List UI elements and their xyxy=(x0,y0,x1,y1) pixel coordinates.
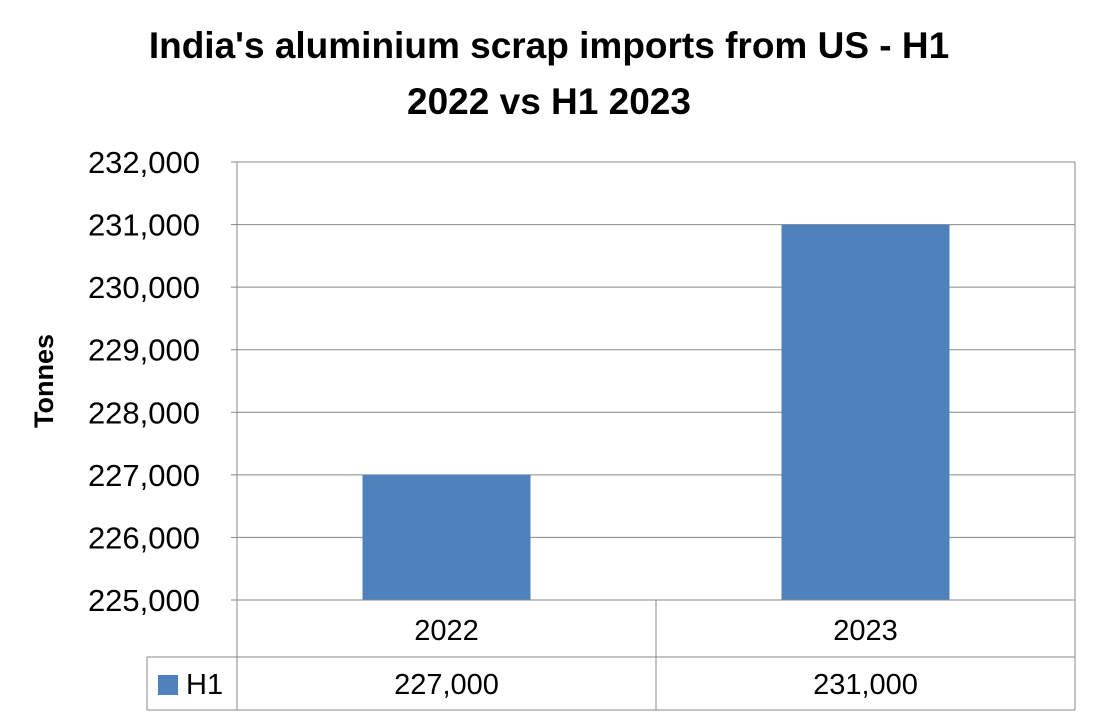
y-tick-label: 225,000 xyxy=(88,583,200,618)
data-table-value: 227,000 xyxy=(394,669,499,701)
y-tick-label: 227,000 xyxy=(88,458,200,493)
x-category-label: 2022 xyxy=(414,615,479,647)
y-axis-ticks: 225,000 226,000 227,000 228,000 229,000 230,0… xyxy=(88,145,200,618)
y-axis-title-group: Tonnes xyxy=(29,334,59,428)
chart-title: India's aluminium scrap imports from US … xyxy=(149,25,949,122)
chart-title-line: 2022 vs H1 2023 xyxy=(407,81,691,122)
bar-2023 xyxy=(781,224,950,601)
y-tick-label: 230,000 xyxy=(88,270,200,305)
bars xyxy=(362,224,950,601)
y-tick-label: 228,000 xyxy=(88,395,200,430)
y-tick-label: 231,000 xyxy=(88,208,200,243)
chart-title-line: India's aluminium scrap imports from US … xyxy=(149,25,949,66)
legend-series-name: H1 xyxy=(186,669,223,701)
y-axis-title: Tonnes xyxy=(29,334,59,428)
bar-2022 xyxy=(362,474,531,600)
data-table: 2022 2023 H1 227,000 231,000 xyxy=(146,599,1075,711)
y-tick-label: 232,000 xyxy=(88,145,200,180)
x-category-label: 2023 xyxy=(833,615,898,647)
y-tick-label: 229,000 xyxy=(88,333,200,368)
legend-swatch xyxy=(158,675,178,695)
y-tick-label: 226,000 xyxy=(88,520,200,555)
data-table-value: 231,000 xyxy=(813,669,918,701)
